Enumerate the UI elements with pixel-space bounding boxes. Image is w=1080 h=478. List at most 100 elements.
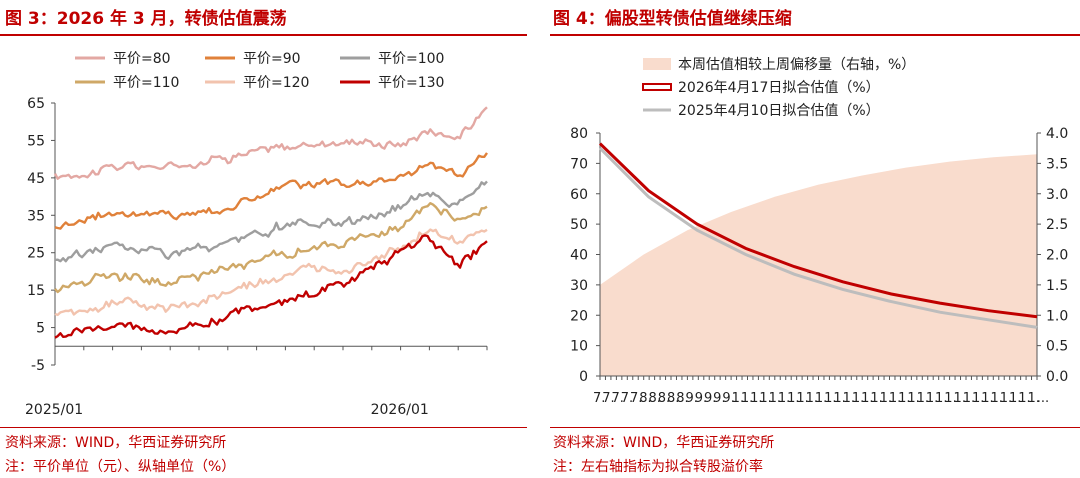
chart4-x-tick-label: 1. [852, 391, 864, 406]
chart3-x-tick-label: 2026/01 [371, 402, 429, 418]
chart4-x-tick-label: 1. [870, 391, 882, 406]
chart4-x-tick-label: 7. [611, 391, 623, 406]
chart4-y-tick-label: 50 [570, 217, 588, 233]
chart3-lines [53, 106, 488, 339]
chart4-x-tick-label: 1. [843, 391, 855, 406]
chart4-y2-tick-label: 3.5 [1046, 156, 1068, 172]
chart4-x-tick-label: 1. [898, 391, 910, 406]
chart4-x-tick-label: 7. [621, 391, 633, 406]
figure3-top-rule [0, 34, 527, 36]
chart4-x-tick-label: 9. [704, 391, 716, 406]
chart4-x-tick-label: 1. [1018, 391, 1030, 406]
chart4-y-tick-label: 60 [570, 187, 588, 203]
chart4-legend-swatch [642, 83, 672, 91]
chart4-x-tick-label: 1. [926, 391, 938, 406]
chart4-x-tick-label: 1. [750, 391, 762, 406]
chart3-y-tick-label: 15 [27, 283, 45, 299]
figure4-note: 注：左右轴指标为拟合转股溢价率 [553, 459, 763, 475]
chart4-y2-tick-label: 2.5 [1046, 217, 1068, 233]
chart4-y2-tick-label: 0.5 [1046, 339, 1068, 355]
chart4-x-tick-label: 8. [648, 391, 660, 406]
chart4-y-tick-label: 70 [570, 156, 588, 172]
chart4-x-tick-label: 1. [954, 391, 966, 406]
chart4-x-tick-label: 9. [713, 391, 725, 406]
chart4-x-tick-label: 1. [833, 391, 845, 406]
chart4-x-tick-label: 1. [796, 391, 808, 406]
chart4-legend-swatch [643, 58, 671, 70]
chart4-x-tick-label: 9. [695, 391, 707, 406]
chart3-y-tick-label: -5 [31, 358, 45, 374]
chart4-x-tick-label: 1. [759, 391, 771, 406]
chart4-x-tick-label: 1. [889, 391, 901, 406]
chart4-x-tick-label: 9. [685, 391, 697, 406]
chart4-series-line [598, 147, 1038, 329]
chart4-svg: 0 10 20 30 40 50 60 70 80 0.0 0.5 1.0 1.5 2.0 2.5 3.0 3.… [570, 57, 1068, 406]
chart4-y-tick-label: 30 [570, 278, 588, 294]
chart3-y-tick-label: 35 [27, 208, 45, 224]
chart4-x-tick-label: 1. [741, 391, 753, 406]
chart4-y-tick-label: 10 [570, 339, 588, 355]
chart4-y-tick-label: 40 [570, 248, 588, 264]
figure3-title: 图 3：2026 年 3 月，转债估值震荡 [5, 9, 287, 29]
chart3-series-line [54, 228, 488, 317]
chart4-x-tick-label: 1. [769, 391, 781, 406]
chart4-y-tick-label: 0 [579, 369, 588, 385]
chart4-x-tick-label: 1. [778, 391, 790, 406]
chart4-x-tick-label: 1. [917, 391, 929, 406]
chart3-x-tick-label: 2025/01 [25, 402, 83, 418]
chart4-x-tick-label: 1. [815, 391, 827, 406]
chart3-y-tick-label: 65 [27, 96, 45, 112]
chart3-legend-label: 平价=110 [113, 75, 179, 91]
chart4-x-tick-label: 1. [972, 391, 984, 406]
chart4-x-tick-label: 8. [676, 391, 688, 406]
chart4-y2-tick-label: 4.0 [1046, 126, 1068, 142]
chart4-x-tick-label: ... [1037, 391, 1049, 406]
chart4-x-tick-label: 1. [944, 391, 956, 406]
chart4-x-tick-label: 7. [630, 391, 642, 406]
chart4-x-tick-label: 8. [658, 391, 670, 406]
chart3-y-tick-label: 55 [27, 133, 45, 149]
figure3-note: 注：平价单位（元）、纵轴单位（%） [5, 459, 236, 475]
chart3-series-line [54, 180, 488, 263]
chart4-x-tick-label: 1. [963, 391, 975, 406]
chart4-y2-tick-label: 3.0 [1046, 187, 1068, 203]
chart4-x-tick-label: 1. [1009, 391, 1021, 406]
chart3-axes: -5 5 15 25 35 45 55 65 2025/01 2026/01 [25, 96, 488, 418]
figure3-source: 资料来源：WIND，华西证券研究所 [5, 435, 227, 451]
chart4-legend-label: 2026年4月17日拟合估值（%） [678, 80, 880, 96]
chart4-x-tick-label: 1. [880, 391, 892, 406]
chart4-area-layer [600, 154, 1037, 376]
figure3-bottom-rule [0, 427, 527, 428]
chart4-x-tick-label: 1. [1000, 391, 1012, 406]
chart4-area [600, 154, 1037, 376]
chart3-legend-label: 平价=80 [113, 51, 171, 67]
chart3-legend-label: 平价=100 [378, 51, 444, 67]
chart4-x-tick-label: 8. [667, 391, 679, 406]
chart3-legend: 平价=80 平价=90 平价=100 平价=110 平价=120 平价=130 [75, 51, 444, 91]
chart4-x-tick-label: 1. [861, 391, 873, 406]
chart4-axes: 0 10 20 30 40 50 60 70 80 0.0 0.5 1.0 1.5 2.0 2.5 3.0 3.… [570, 126, 1068, 406]
chart4-x-tick-label: 1. [806, 391, 818, 406]
chart4-y-tick-label: 80 [570, 126, 588, 142]
chart3-series-line [54, 234, 488, 339]
chart4-x-tick-label: 1. [991, 391, 1003, 406]
chart3-y-tick-label: 25 [27, 246, 45, 262]
chart4-x-tick-label: 1. [935, 391, 947, 406]
chart3-y-tick-label: 5 [36, 321, 45, 337]
chart3-legend-label: 平价=90 [243, 51, 301, 67]
chart4-y2-tick-label: 1.5 [1046, 278, 1068, 294]
chart3-y-tick-label: 45 [27, 171, 45, 187]
figure4-top-rule [550, 34, 1080, 36]
chart4-x-tick-label: 1. [732, 391, 744, 406]
chart4-y2-tick-label: 1.0 [1046, 308, 1068, 324]
chart4-y-tick-label: 20 [570, 308, 588, 324]
chart3-series-line [54, 202, 488, 294]
chart4-legend-label: 本周估值相较上周偏移量（右轴，%） [678, 57, 915, 73]
chart4-x-tick-label: 1. [907, 391, 919, 406]
chart4-legend: 本周估值相较上周偏移量（右轴，%） 2026年4月17日拟合估值（%） 2025年4… [642, 57, 915, 119]
chart4-x-tick-label: 1. [1028, 391, 1040, 406]
chart4-x-tick-label: 7. [593, 391, 605, 406]
chart4-legend-label: 2025年4月10日拟合估值（%） [678, 103, 880, 119]
chart4-x-tick-label: 9. [722, 391, 734, 406]
chart3-legend-label: 平价=120 [243, 75, 309, 91]
